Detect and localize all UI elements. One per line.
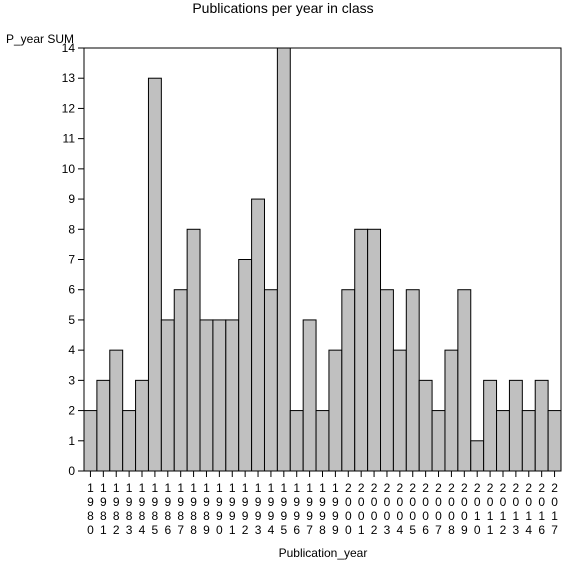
bar	[444, 349, 459, 472]
y-tick-label: 3	[68, 373, 75, 387]
bars	[83, 47, 562, 472]
y-tick-label: 14	[62, 41, 76, 55]
x-axis-label: Publication_year	[279, 546, 368, 560]
bar	[470, 440, 485, 472]
bar	[431, 410, 446, 472]
bar	[199, 319, 214, 472]
bar	[392, 349, 407, 472]
bar	[418, 379, 433, 472]
y-tick-label: 11	[63, 132, 76, 146]
y-tick-label: 5	[68, 313, 75, 327]
y-axis-label: P_year SUM	[6, 32, 74, 46]
bar	[354, 228, 369, 472]
y-tick-label: 6	[68, 283, 75, 297]
bar	[521, 410, 536, 472]
bar	[380, 289, 394, 472]
bar	[534, 379, 549, 472]
y-tick-label: 9	[68, 192, 75, 206]
bar	[238, 259, 253, 472]
bar	[263, 289, 278, 472]
bar	[83, 410, 98, 472]
bar	[457, 289, 472, 472]
bar	[302, 319, 317, 472]
y-tick-label: 12	[62, 101, 76, 115]
bar	[547, 410, 562, 472]
bar	[405, 289, 420, 472]
bar	[160, 319, 175, 472]
bar	[341, 289, 356, 472]
bar	[186, 228, 201, 472]
bar	[147, 77, 162, 472]
bar	[135, 379, 149, 472]
x-axis: 1 9 8 0 1 9 8 1 1 9 8 2 1 9 8 3 1 9 8 4 1 9 8 5 1 9 8 6 1 9 8 7 1 9 8 8 1 9 8 9…	[87, 471, 558, 537]
bar	[483, 379, 498, 472]
y-tick-label: 4	[68, 343, 75, 357]
y-tick-label: 2	[68, 404, 75, 418]
y-tick-label: 10	[62, 162, 76, 176]
y-tick-label: 8	[68, 222, 75, 236]
bar	[109, 349, 124, 472]
bar	[122, 410, 137, 472]
bar	[289, 410, 304, 472]
bar	[96, 379, 111, 472]
y-tick-label: 1	[68, 434, 75, 448]
bar	[315, 410, 330, 472]
y-tick-label: 7	[68, 253, 75, 267]
bar	[276, 47, 291, 472]
y-tick-label: 0	[68, 464, 75, 478]
bar	[225, 319, 240, 472]
bar	[173, 289, 188, 472]
bar	[328, 349, 343, 472]
bar	[508, 379, 523, 472]
y-tick-label: 13	[62, 71, 76, 85]
bar	[212, 319, 227, 472]
bar	[251, 198, 265, 472]
bar	[496, 410, 510, 472]
bar	[367, 228, 382, 472]
chart-title: Publications per year in class	[192, 0, 373, 16]
